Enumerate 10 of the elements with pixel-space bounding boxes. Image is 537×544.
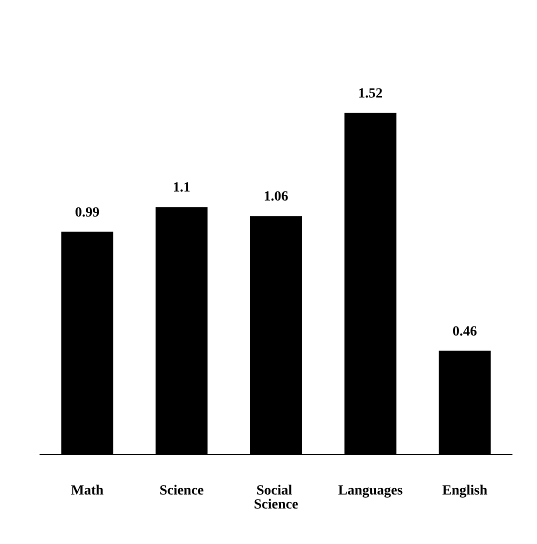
data-label: 1.52 — [358, 86, 383, 102]
data-label: 1.06 — [264, 190, 288, 205]
x-tick-label: Math — [70, 484, 104, 498]
x-tick-label: Social Science — [254, 484, 298, 512]
data-label: 0.99 — [74, 205, 100, 220]
x-tick-label: English — [442, 484, 488, 498]
x-tick-label: Science — [159, 484, 204, 498]
data-label: 1.1 — [172, 180, 190, 196]
x-tick-label: Languages — [338, 484, 404, 498]
data-label: 0.46 — [452, 324, 478, 340]
